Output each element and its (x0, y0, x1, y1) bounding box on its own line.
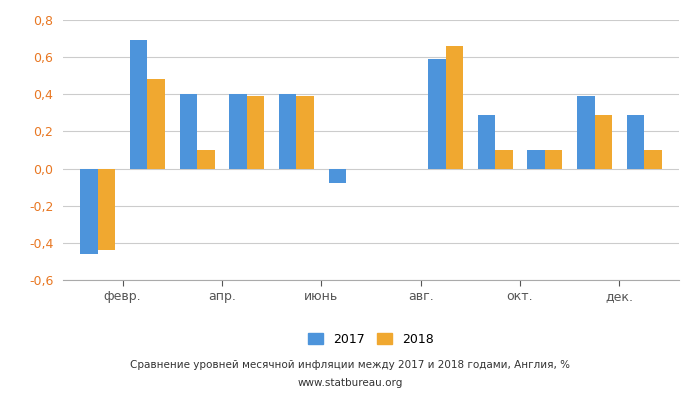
Bar (180, 94, 197, 168)
Legend: 2017, 2018: 2017, 2018 (303, 328, 439, 351)
Bar (545, 150, 562, 168)
Bar (297, 96, 314, 168)
Bar (247, 96, 264, 168)
Text: Сравнение уровней месячной инфляции между 2017 и 2018 годами, Англия, %: Сравнение уровней месячной инфляции межд… (130, 360, 570, 370)
Bar (594, 115, 612, 168)
Bar (80, 168, 98, 254)
Bar (329, 168, 346, 184)
Bar (98, 168, 116, 250)
Text: www.statbureau.org: www.statbureau.org (298, 378, 402, 388)
Bar (528, 150, 545, 168)
Bar (279, 94, 297, 168)
Bar (230, 94, 247, 168)
Bar (148, 80, 164, 168)
Bar (578, 96, 594, 168)
Bar (130, 40, 148, 168)
Bar (644, 150, 661, 168)
Bar (626, 115, 644, 168)
Bar (445, 46, 463, 168)
Bar (478, 115, 495, 168)
Bar (495, 150, 512, 168)
Bar (428, 59, 445, 168)
Bar (197, 150, 214, 168)
